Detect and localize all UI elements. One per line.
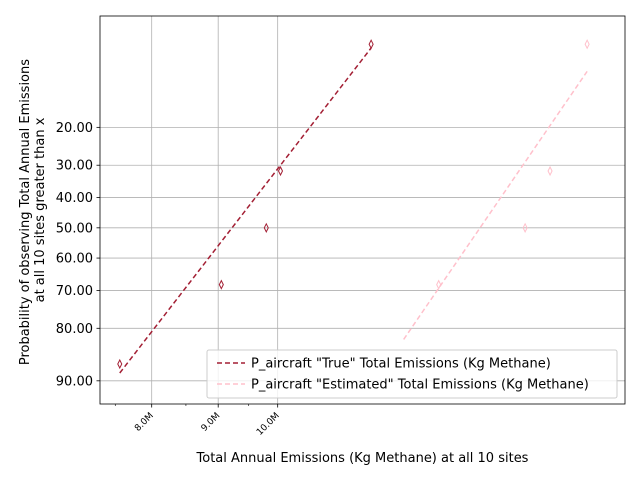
x-axis-label: Total Annual Emissions (Kg Methane) at a… (196, 451, 529, 466)
y-tick-label: 30.00 (56, 159, 93, 174)
y-tick-label: 50.00 (56, 221, 93, 236)
series-1-point (436, 279, 442, 290)
y-axis-label-line-2: at all 10 sites greater than x (33, 117, 48, 302)
grid-lines (100, 16, 625, 404)
y-axis-label: Probability of observing Total Annual Em… (18, 55, 48, 365)
legend-box (206, 349, 618, 399)
chart-legend: P_aircraft "True" Total Emissions (Kg Me… (206, 349, 618, 399)
fit-lines (119, 47, 588, 374)
series-0-point (263, 222, 269, 233)
series-1-point (547, 165, 553, 177)
plot-area-frame (99, 15, 626, 405)
series-0-point (117, 358, 123, 370)
series-1-point (522, 222, 528, 233)
series-0-point (368, 39, 374, 50)
legend-label-estimated: P_aircraft "Estimated" Total Emissions (… (251, 378, 589, 393)
y-tick-label: 70.00 (56, 284, 93, 299)
y-tick-label: 60.00 (56, 252, 93, 267)
y-axis-label-line-1: Probability of observing Total Annual Em… (18, 59, 33, 365)
series-0-point (277, 165, 284, 177)
y-tick-label: 80.00 (56, 322, 93, 337)
y-tick-label: 20.00 (56, 121, 93, 136)
series-0-point (218, 279, 224, 290)
y-tick-label: 90.00 (56, 374, 93, 389)
data-points (117, 39, 590, 370)
y-tick-label: 40.00 (56, 191, 93, 206)
legend-label-true: P_aircraft "True" Total Emissions (Kg Me… (251, 357, 551, 372)
series-1-point (584, 39, 590, 50)
series-1-fit-line (403, 70, 588, 340)
series-0-fit-line (119, 47, 372, 374)
